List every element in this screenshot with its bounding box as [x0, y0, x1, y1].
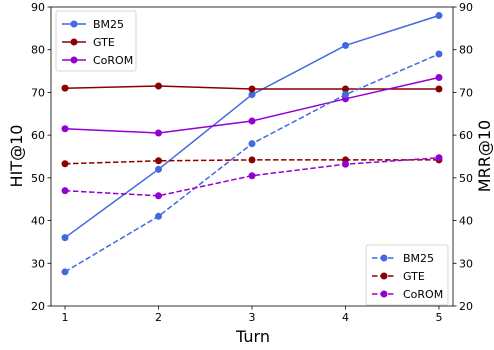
- legend-corom-label: CoROM: [403, 288, 443, 301]
- hit-corom-point: [61, 125, 69, 133]
- y-axis-right-title: MRR@10: [475, 120, 494, 192]
- x-tick-label: 1: [62, 311, 69, 324]
- legend-bm25-label: BM25: [93, 18, 124, 31]
- hit-gte-point: [248, 85, 256, 93]
- y-right-tick-label: 60: [459, 129, 473, 142]
- hit-bm25-point: [61, 234, 69, 242]
- mrr-gte-point: [61, 160, 69, 168]
- legend-corom-label: CoROM: [93, 54, 133, 67]
- y-right-tick-label: 80: [459, 44, 473, 57]
- hit-gte-point: [61, 84, 69, 92]
- mrr-corom-point: [155, 192, 163, 200]
- x-tick-label: 5: [435, 311, 442, 324]
- y-right-tick-label: 70: [459, 86, 473, 99]
- y-left-tick-label: 50: [31, 172, 45, 185]
- legend-hit: BM25 GTE CoROM: [55, 10, 137, 72]
- axes: 1 2 3 4 5 20 20 30 30 40 40 50 50 60 60 70 70 80 80 90 90: [31, 1, 473, 324]
- y-left-tick-label: 20: [31, 300, 45, 313]
- y-right-tick-label: 90: [459, 1, 473, 14]
- mrr-corom-point: [61, 187, 69, 195]
- mrr-gte-point: [248, 156, 256, 164]
- y-left-tick-label: 80: [31, 44, 45, 57]
- legend-corom-marker: [70, 56, 78, 64]
- x-tick-label: 4: [342, 311, 349, 324]
- y-left-tick-label: 30: [31, 257, 45, 270]
- hit-bm25-point: [341, 41, 349, 49]
- x-tick-label: 2: [155, 311, 162, 324]
- y-axis-left-title: HIT@10: [7, 125, 26, 188]
- hit-corom-point: [435, 73, 443, 81]
- mrr-bm25-point: [341, 91, 349, 99]
- y-left-tick-label: 40: [31, 215, 45, 228]
- y-right-tick-label: 30: [459, 257, 473, 270]
- y-right-tick-label: 50: [459, 172, 473, 185]
- hit-corom-point: [155, 129, 163, 137]
- mrr-bm25-point: [248, 140, 256, 148]
- hit-corom-point: [248, 117, 256, 125]
- y-left-tick-label: 60: [31, 129, 45, 142]
- hit-gte-point: [155, 82, 163, 90]
- x-axis-title: Turn: [235, 327, 270, 346]
- legend-bm25-marker: [380, 254, 388, 262]
- hit-gte-point: [435, 85, 443, 93]
- mrr-bm25-point: [435, 50, 443, 58]
- legend-gte-marker: [70, 38, 78, 46]
- hit-gte-point: [341, 85, 349, 93]
- legend-mrr: BM25 GTE CoROM: [365, 244, 449, 306]
- legend-bm25-label: BM25: [403, 252, 434, 265]
- y-left-tick-label: 70: [31, 86, 45, 99]
- mrr-corom-point: [341, 160, 349, 168]
- mrr-corom-point: [435, 154, 443, 162]
- hit-bm25-point: [248, 91, 256, 99]
- legend-gte-marker: [380, 272, 388, 280]
- legend-corom-marker: [380, 290, 388, 298]
- mrr-bm25-point: [155, 212, 163, 220]
- hit-bm25-point: [155, 165, 163, 173]
- y-right-tick-label: 20: [459, 300, 473, 313]
- x-tick-label: 3: [249, 311, 256, 324]
- legend-bm25-marker: [70, 20, 78, 28]
- legend-gte-label: GTE: [93, 36, 115, 49]
- mrr-gte-point: [155, 157, 163, 165]
- plot-area: [61, 12, 443, 276]
- hit-bm25-point: [435, 12, 443, 20]
- legend-gte-label: GTE: [403, 270, 425, 283]
- y-right-tick-label: 40: [459, 215, 473, 228]
- mrr-bm25-point: [61, 268, 69, 276]
- mrr-corom-point: [248, 172, 256, 180]
- y-left-tick-label: 90: [31, 1, 45, 14]
